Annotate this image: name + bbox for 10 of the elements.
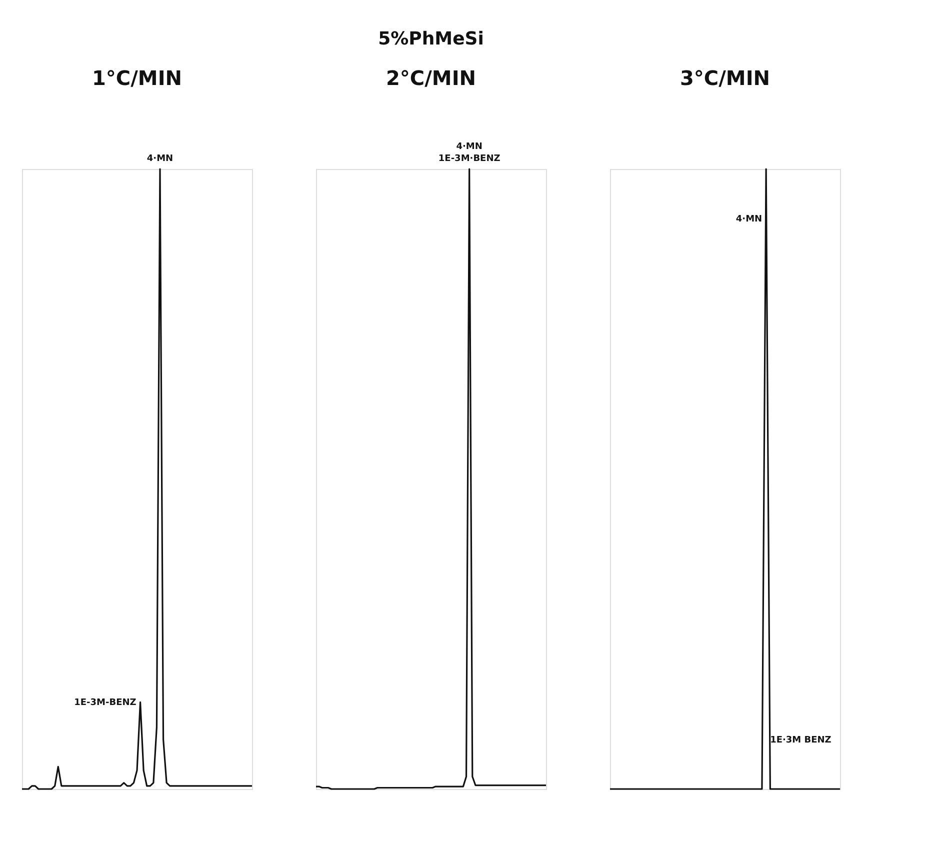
text: 4·MN xyxy=(456,142,482,152)
chart-title: 1°C/MIN xyxy=(92,66,182,90)
annotation: 4·MN xyxy=(736,214,762,225)
text: 4·MN xyxy=(146,154,174,164)
text: 1E-3M·BENZ xyxy=(438,154,501,164)
annotation: 1E·3M BENZ xyxy=(770,735,832,746)
chart-title: 2°C/MIN xyxy=(386,66,476,90)
annotation: 1E-3M-BENZ xyxy=(74,698,137,708)
text: 5%PhMeSi xyxy=(378,28,484,50)
chart-title: 3°C/MIN xyxy=(680,66,770,90)
